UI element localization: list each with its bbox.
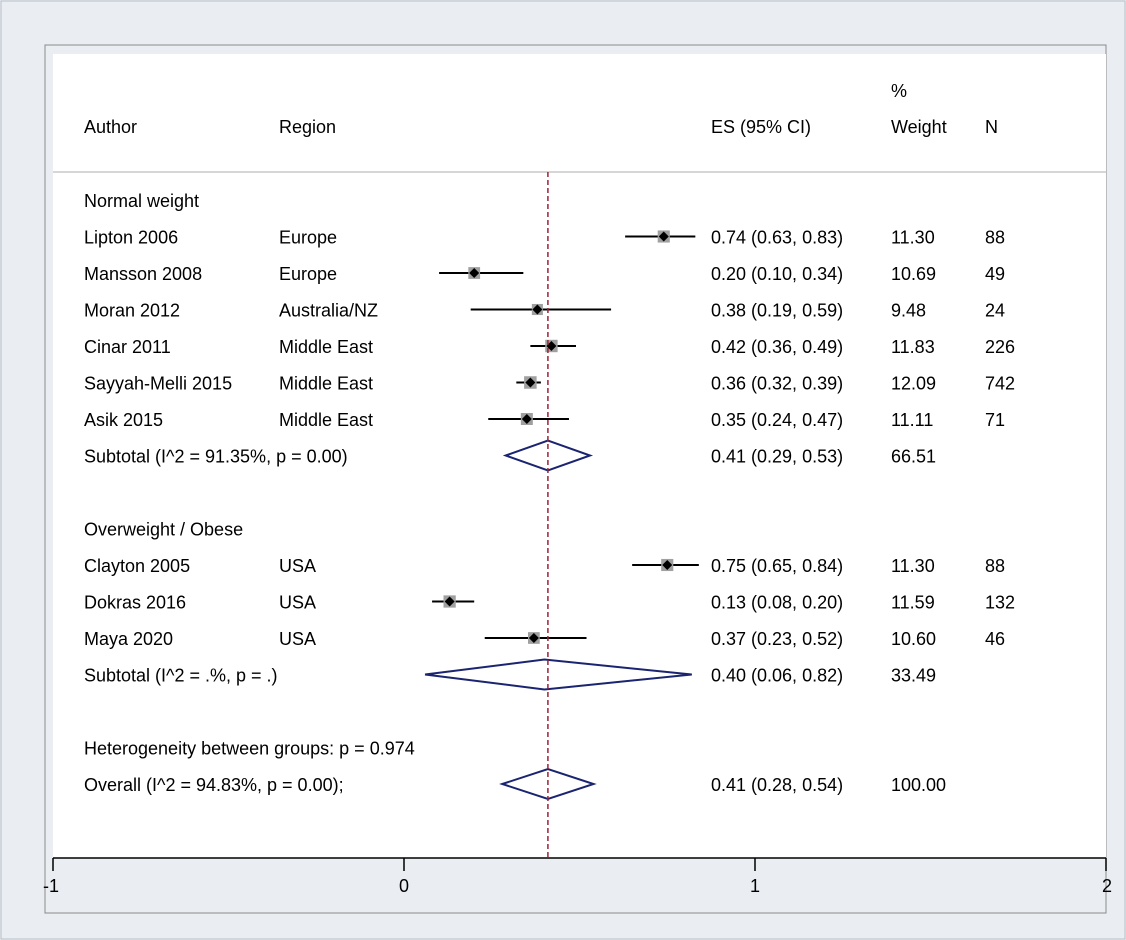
header-n: N: [985, 117, 998, 137]
group-label: Overweight / Obese: [84, 520, 243, 540]
study-es: 0.42 (0.36, 0.49): [711, 337, 843, 357]
study-region: USA: [279, 556, 316, 576]
study-region: Australia/NZ: [279, 301, 378, 321]
point-estimate: [528, 633, 539, 643]
point-estimate: [546, 341, 557, 351]
study-author: Sayyah-Melli 2015: [84, 374, 232, 394]
study-weight: 9.48: [891, 301, 926, 321]
header-weight: Weight: [891, 117, 947, 137]
study-n: 88: [985, 228, 1005, 248]
study-region: Middle East: [279, 410, 373, 430]
x-tick-label: -1: [43, 876, 59, 896]
x-tick-label: 2: [1102, 876, 1112, 896]
subtotal-label: Subtotal (I^2 = 91.35%, p = 0.00): [84, 447, 348, 467]
study-weight: 11.59: [891, 593, 935, 613]
study-weight: 10.60: [891, 629, 936, 649]
subtotal-weight: 33.49: [891, 666, 936, 686]
study-es: 0.38 (0.19, 0.59): [711, 301, 843, 321]
point-estimate: [521, 414, 532, 424]
study-es: 0.36 (0.32, 0.39): [711, 374, 843, 394]
study-weight: 12.09: [891, 374, 936, 394]
study-region: Middle East: [279, 337, 373, 357]
overall-label: Overall (I^2 = 94.83%, p = 0.00);: [84, 775, 344, 795]
study-n: 132: [985, 593, 1015, 613]
study-weight: 11.30: [891, 556, 935, 576]
forest-rows: Normal weight Lipton 2006 Europe 0.74 (0.63…: [84, 172, 1015, 858]
study-author: Cinar 2011: [84, 337, 171, 357]
subtotal-es: 0.41 (0.29, 0.53): [711, 447, 843, 467]
study-es: 0.35 (0.24, 0.47): [711, 410, 843, 430]
subtotal-es: 0.40 (0.06, 0.82): [711, 666, 843, 686]
study-region: USA: [279, 593, 316, 613]
study-author: Asik 2015: [84, 410, 163, 430]
point-estimate: [532, 304, 543, 315]
study-author: Dokras 2016: [84, 593, 186, 613]
study-n: 49: [985, 264, 1005, 284]
study-es: 0.37 (0.23, 0.52): [711, 629, 843, 649]
study-author: Lipton 2006: [84, 228, 178, 248]
header-region: Region: [279, 117, 336, 137]
study-n: 71: [985, 410, 1005, 430]
subtotal-diamond: [424, 658, 692, 691]
point-estimate: [469, 268, 480, 278]
study-es: 0.75 (0.65, 0.84): [711, 556, 843, 576]
study-author: Clayton 2005: [84, 556, 190, 576]
heterogeneity-text: Heterogeneity between groups: p = 0.974: [84, 739, 415, 759]
point-estimate: [525, 377, 536, 388]
study-es: 0.74 (0.63, 0.83): [711, 228, 843, 248]
x-tick-label: 1: [750, 876, 760, 896]
point-estimate: [658, 231, 669, 242]
study-n: 742: [985, 374, 1015, 394]
study-weight: 10.69: [891, 264, 936, 284]
overall-es: 0.41 (0.28, 0.54): [711, 775, 843, 795]
study-author: Maya 2020: [84, 629, 173, 649]
study-region: USA: [279, 629, 316, 649]
study-n: 24: [985, 301, 1005, 321]
header-weight-percent: %: [891, 81, 907, 101]
point-estimate: [662, 560, 673, 570]
study-author: Moran 2012: [84, 301, 180, 321]
point-estimate: [444, 596, 455, 607]
study-author: Mansson 2008: [84, 264, 202, 284]
study-weight: 11.11: [891, 410, 933, 430]
study-es: 0.20 (0.10, 0.34): [711, 264, 843, 284]
header-es: ES (95% CI): [711, 117, 811, 137]
study-weight: 11.30: [891, 228, 935, 248]
study-region: Europe: [279, 264, 337, 284]
study-weight: 11.83: [891, 337, 935, 357]
group-label: Normal weight: [84, 191, 199, 211]
subtotal-label: Subtotal (I^2 = .%, p = .): [84, 666, 278, 686]
x-tick-label: 0: [399, 876, 409, 896]
header-author: Author: [84, 117, 137, 137]
study-n: 88: [985, 556, 1005, 576]
study-n: 46: [985, 629, 1005, 649]
subtotal-weight: 66.51: [891, 447, 936, 467]
study-region: Europe: [279, 228, 337, 248]
study-es: 0.13 (0.08, 0.20): [711, 593, 843, 613]
overall-weight: 100.00: [891, 775, 946, 795]
study-n: 226: [985, 337, 1015, 357]
x-axis: -1 0 1 2: [43, 857, 1112, 896]
study-region: Middle East: [279, 374, 373, 394]
